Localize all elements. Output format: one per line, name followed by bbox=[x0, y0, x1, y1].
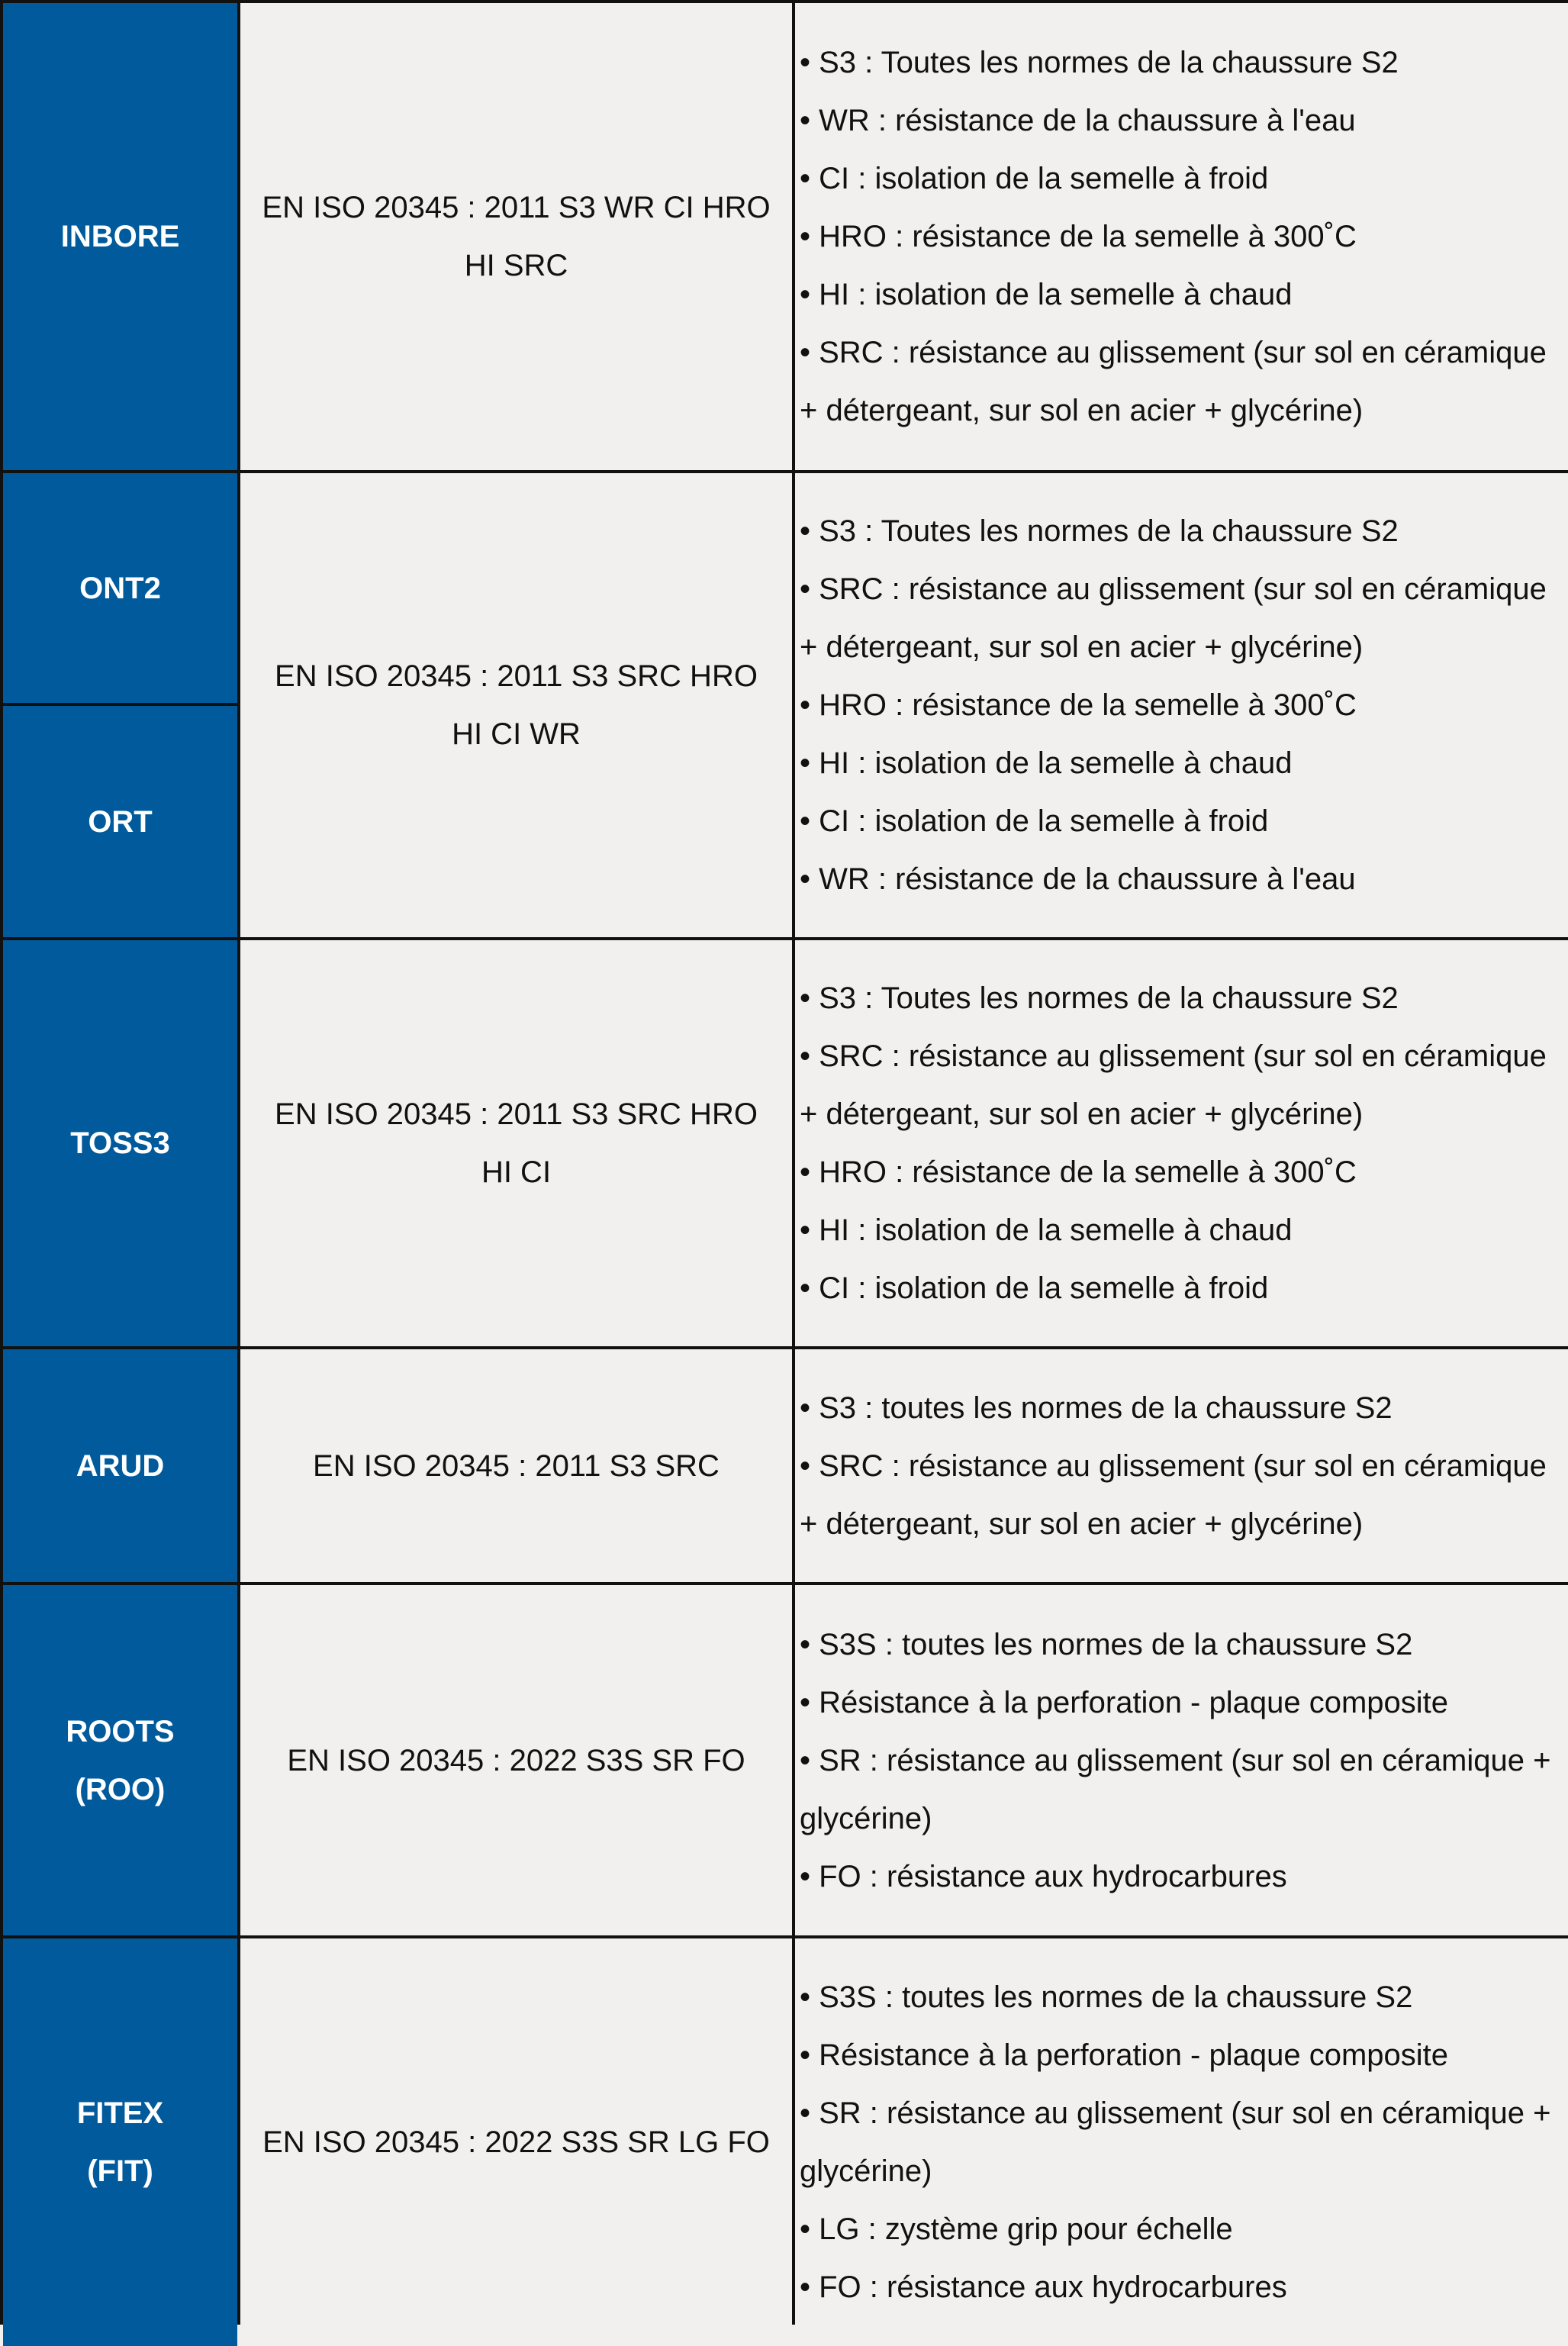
description-item: • WR : résistance de la chaussure à l'ea… bbox=[800, 862, 1356, 896]
description-item: • FO : résistance aux hydrocarbures bbox=[800, 1859, 1287, 1893]
description-item: • WR : résistance de la chaussure à l'ea… bbox=[800, 104, 1356, 137]
description-item: • HI : isolation de la semelle à chaud bbox=[800, 278, 1293, 311]
norm-cell: EN ISO 20345 : 2011 S3 SRC bbox=[240, 1349, 792, 1582]
description-item: • HI : isolation de la semelle à chaud bbox=[800, 1213, 1293, 1247]
description-item: • LG : zystème grip pour échelle bbox=[800, 2212, 1233, 2246]
norm-cell: EN ISO 20345 : 2022 S3S SR FO bbox=[240, 1585, 792, 1935]
description-item: • S3 : toutes les normes de la chaussure… bbox=[800, 1391, 1393, 1425]
description-item: • S3 : Toutes les normes de la chaussure… bbox=[800, 981, 1399, 1015]
norm-cell: EN ISO 20345 : 2011 S3 SRC HRO HI CI bbox=[240, 940, 792, 1346]
description-cell: • S3 : Toutes les normes de la chaussure… bbox=[795, 940, 1568, 1346]
model-name-cell: FITEX (FIT) bbox=[3, 1938, 237, 2346]
description-item: • SRC : résistance au glissement (sur so… bbox=[800, 336, 1547, 427]
description-item: • SRC : résistance au glissement (sur so… bbox=[800, 572, 1547, 664]
description-item: • FO : résistance aux hydrocarbures bbox=[800, 2270, 1287, 2304]
model-name-cell: INBORE bbox=[3, 3, 237, 470]
description-item: • Résistance à la perforation - plaque c… bbox=[800, 1685, 1449, 1719]
description-item: • Résistance à la perforation - plaque c… bbox=[800, 2038, 1449, 2072]
description-item: • SRC : résistance au glissement (sur so… bbox=[800, 1039, 1547, 1131]
description-item: • S3 : Toutes les normes de la chaussure… bbox=[800, 514, 1399, 548]
description-cell: • S3 : toutes les normes de la chaussure… bbox=[795, 1349, 1568, 1582]
description-item: • CI : isolation de la semelle à froid bbox=[800, 1271, 1269, 1305]
description-cell: • S3S : toutes les normes de la chaussur… bbox=[795, 1938, 1568, 2346]
description-item: • S3S : toutes les normes de la chaussur… bbox=[800, 1980, 1413, 2014]
description-cell: • S3 : Toutes les normes de la chaussure… bbox=[795, 473, 1568, 937]
norm-cell: EN ISO 20345 : 2022 S3S SR LG FO bbox=[240, 1938, 792, 2346]
description-item: • CI : isolation de la semelle à froid bbox=[800, 804, 1269, 838]
norm-cell: EN ISO 20345 : 2011 S3 WR CI HRO HI SRC bbox=[240, 3, 792, 470]
description-item: • SRC : résistance au glissement (sur so… bbox=[800, 1449, 1547, 1541]
description-item: • S3 : Toutes les normes de la chaussure… bbox=[800, 46, 1399, 79]
description-item: • HI : isolation de la semelle à chaud bbox=[800, 746, 1293, 780]
description-cell: • S3 : Toutes les normes de la chaussure… bbox=[795, 3, 1568, 470]
description-item: • HRO : résistance de la semelle à 300˚C bbox=[800, 1155, 1357, 1189]
model-name-cell: ARUD bbox=[3, 1349, 237, 1582]
model-name-cell: TOSS3 bbox=[3, 940, 237, 1346]
description-item: • SR : résistance au glissement (sur sol… bbox=[800, 2096, 1551, 2188]
norm-cell: EN ISO 20345 : 2011 S3 SRC HRO HI CI WR bbox=[240, 473, 792, 937]
model-name-cell: ROOTS (ROO) bbox=[3, 1585, 237, 1935]
description-item: • SR : résistance au glissement (sur sol… bbox=[800, 1743, 1551, 1835]
description-item: • HRO : résistance de la semelle à 300˚C bbox=[800, 220, 1357, 253]
model-name-cell: ONT2 bbox=[3, 473, 237, 703]
description-item: • S3S : toutes les normes de la chaussur… bbox=[800, 1627, 1413, 1661]
description-cell: • S3S : toutes les normes de la chaussur… bbox=[795, 1585, 1568, 1935]
description-item: • CI : isolation de la semelle à froid bbox=[800, 162, 1269, 195]
description-item: • HRO : résistance de la semelle à 300˚C bbox=[800, 688, 1357, 722]
model-name-cell: ORT bbox=[3, 706, 237, 937]
